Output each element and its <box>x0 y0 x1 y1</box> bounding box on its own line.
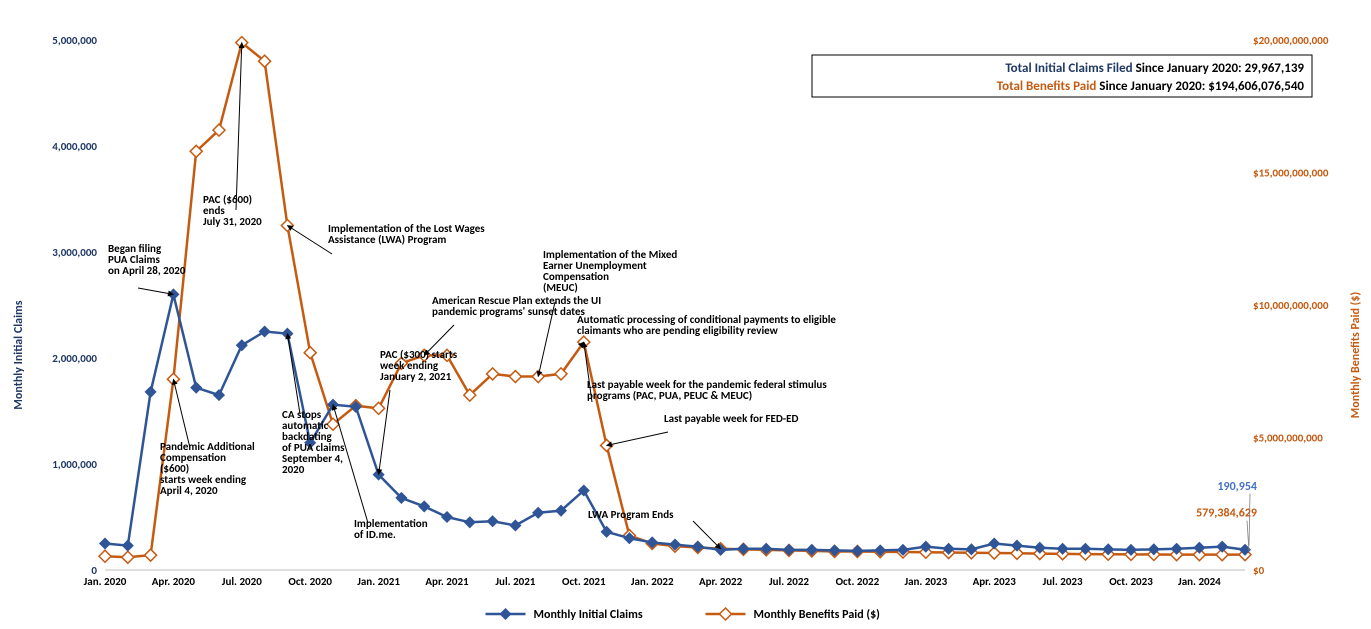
x-axis-label: Oct. 2023 <box>1109 575 1153 588</box>
annotation-text: LWA Program Ends <box>588 508 674 521</box>
annotation-text: of ID.me. <box>354 528 396 541</box>
annotation-text: Last payable week for FED-ED <box>664 412 799 425</box>
annotation-text: pandemic programs' sunset dates <box>432 305 586 318</box>
y-left-tick-label: 5,000,000 <box>52 34 97 47</box>
legend-label-claims: Monthly Initial Claims <box>534 608 643 622</box>
claims-marker <box>1217 542 1227 552</box>
y-left-axis-title: Monthly Initial Claims <box>12 300 26 409</box>
claims-marker <box>1012 541 1022 551</box>
claims-marker <box>191 383 201 393</box>
x-axis-label: Jan. 2023 <box>904 575 947 588</box>
annotation-arrow <box>287 226 332 255</box>
benefits-line <box>105 43 1245 558</box>
claims-marker <box>602 527 612 537</box>
claims-marker <box>510 520 520 530</box>
annotation-arrow <box>138 288 173 294</box>
y-right-tick-label: $5,000,000,000 <box>1253 432 1323 445</box>
claims-marker <box>989 539 999 549</box>
end-label-claims: 190,954 <box>1217 480 1257 494</box>
claims-marker <box>419 501 429 511</box>
y-right-axis-title: Monthly Benefits Paid ($) <box>1349 292 1363 418</box>
claims-marker <box>100 539 110 549</box>
chart-svg: 01,000,0002,000,0003,000,0004,000,0005,0… <box>0 0 1371 629</box>
x-axis-label: Jul. 2023 <box>1043 575 1083 588</box>
chart-container: { "layout": { "width": 1371, "height": 6… <box>0 0 1371 629</box>
annotation-text: (MEUC) <box>543 281 578 294</box>
x-axis-label: Oct. 2021 <box>562 575 606 588</box>
info-box-line1: Total Initial Claims Filed Since January… <box>1005 61 1304 76</box>
x-axis-label: Apr. 2023 <box>973 575 1017 588</box>
benefits-marker <box>304 347 316 359</box>
y-right-tick-label: $20,000,000,000 <box>1253 34 1329 47</box>
x-axis-label: Oct. 2020 <box>288 575 332 588</box>
x-axis-label: Jul. 2020 <box>222 575 262 588</box>
x-axis-label: Apr. 2020 <box>152 575 196 588</box>
annotation-arrow <box>236 43 242 210</box>
annotation-arrow <box>607 432 668 445</box>
claims-marker <box>123 541 133 551</box>
benefits-marker <box>145 549 157 561</box>
annotation-text: Assistance (LWA) Program <box>328 233 446 246</box>
x-axis-label: Jan. 2020 <box>84 575 127 588</box>
x-axis-label: Jan. 2022 <box>631 575 674 588</box>
info-box-line2: Total Benefits Paid Since January 2020: … <box>997 79 1305 94</box>
annotation-arrow <box>287 334 300 414</box>
annotation-text: January 2, 2021 <box>380 370 452 383</box>
end-label-benefits: 579,384,629 <box>1196 507 1257 521</box>
claims-marker <box>488 516 498 526</box>
x-axis-label: Apr. 2022 <box>699 575 743 588</box>
claims-marker <box>214 390 224 400</box>
annotation-text: on April 28, 2020 <box>108 264 186 277</box>
y-left-tick-label: 3,000,000 <box>52 246 97 259</box>
x-axis-label: Oct. 2022 <box>836 575 880 588</box>
claims-marker <box>146 387 156 397</box>
annotation-text: July 31, 2020 <box>203 215 262 228</box>
annotation-text: claimants who are pending eligibility re… <box>577 324 779 337</box>
annotation-text: 2020 <box>282 463 305 476</box>
benefits-marker <box>373 402 385 414</box>
annotation-text: programs (PAC, PUA, PEUC & MEUC) <box>587 389 752 402</box>
legend-label-benefits: Monthly Benefits Paid ($) <box>754 608 880 622</box>
claims-marker <box>465 517 475 527</box>
legend-marker-benefits <box>720 608 732 620</box>
benefits-marker <box>122 551 134 563</box>
annotation-text: April 4, 2020 <box>160 484 218 497</box>
x-axis-label: Jul. 2021 <box>495 575 535 588</box>
annotation-arrow <box>173 379 190 448</box>
benefits-marker <box>509 371 521 383</box>
y-right-tick-label: $15,000,000,000 <box>1253 167 1329 180</box>
x-axis-label: Jul. 2022 <box>769 575 809 588</box>
claims-marker <box>533 508 543 518</box>
x-axis-label: Jan. 2021 <box>357 575 400 588</box>
y-right-tick-label: $10,000,000,000 <box>1253 299 1329 312</box>
y-right-tick-label: $0 <box>1253 564 1265 577</box>
legend-marker-claims <box>501 609 511 619</box>
y-left-tick-label: 2,000,000 <box>52 352 97 365</box>
x-axis-label: Apr. 2021 <box>425 575 469 588</box>
end-leader-claims <box>1249 494 1250 546</box>
y-left-tick-label: 4,000,000 <box>52 140 97 153</box>
y-left-tick-label: 1,000,000 <box>52 458 97 471</box>
claims-marker <box>442 512 452 522</box>
x-axis-label: Jan. 2024 <box>1178 575 1221 588</box>
benefits-marker <box>99 550 111 562</box>
